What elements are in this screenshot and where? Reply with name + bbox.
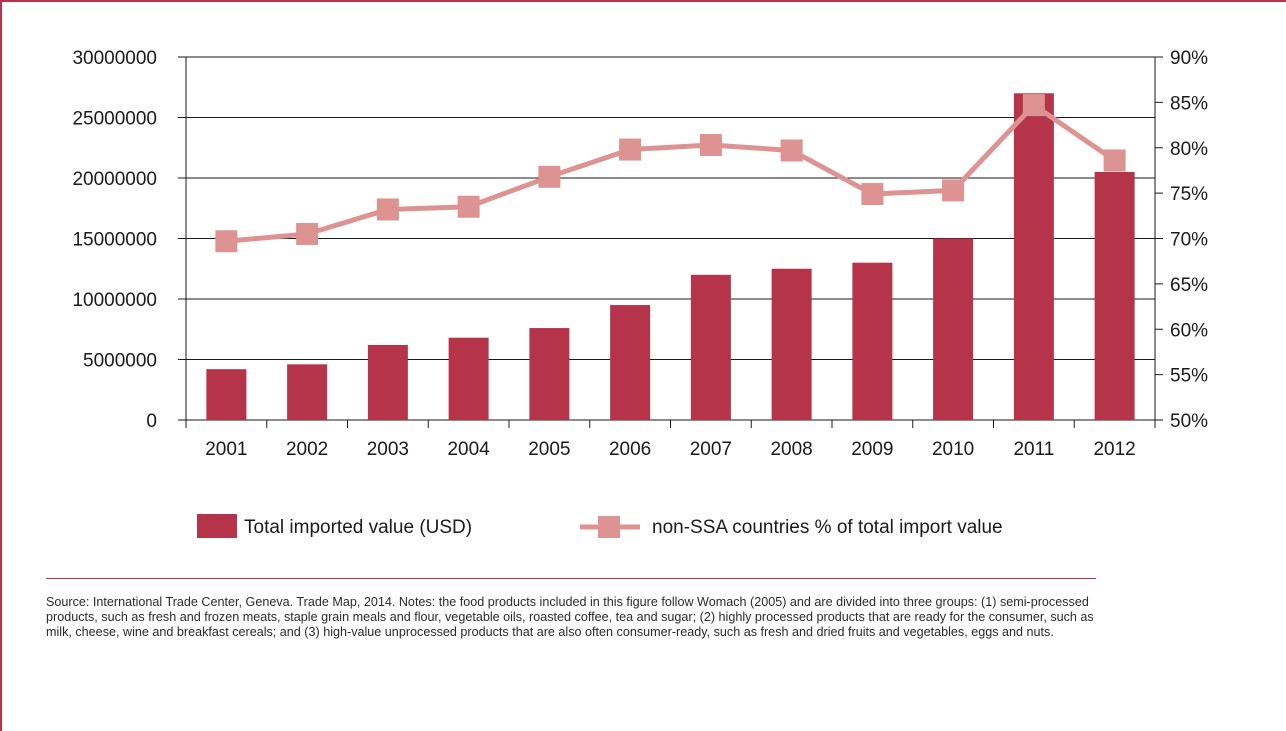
x-tick-label: 2012 — [1093, 439, 1135, 460]
bar — [449, 338, 489, 420]
y-left-tick-label: 0 — [146, 411, 157, 432]
line-marker — [861, 183, 883, 205]
line-marker — [458, 196, 480, 218]
bar — [206, 369, 246, 420]
y-right-tick-label: 65% — [1170, 275, 1208, 296]
x-tick-label: 2011 — [1013, 439, 1054, 460]
x-tick-label: 2009 — [851, 439, 893, 460]
y-left-tick-label: 25000000 — [72, 109, 157, 130]
legend-swatch-bar — [197, 514, 237, 538]
y-right-tick-label: 60% — [1170, 320, 1208, 341]
x-tick-label: 2001 — [205, 439, 247, 460]
x-tick-label: 2003 — [367, 439, 409, 460]
y-right-tick-label: 85% — [1170, 93, 1208, 114]
x-tick-label: 2005 — [528, 439, 570, 460]
y-left-tick-label: 30000000 — [72, 48, 157, 69]
bar — [287, 364, 327, 420]
bar — [852, 263, 892, 420]
legend-label-line: non-SSA countries % of total import valu… — [652, 517, 1003, 538]
y-left-tick-label: 15000000 — [72, 230, 157, 251]
bar — [529, 328, 569, 420]
legend-swatch-marker — [598, 516, 620, 538]
bar — [691, 275, 731, 420]
x-tick-label: 2002 — [286, 439, 328, 460]
line-marker — [1023, 94, 1045, 116]
divider — [46, 578, 1096, 579]
line-marker — [619, 139, 641, 161]
line-marker — [538, 166, 560, 188]
y-right-tick-label: 80% — [1170, 139, 1208, 160]
bar — [1014, 93, 1054, 420]
bar — [772, 269, 812, 420]
bar — [933, 239, 973, 421]
x-tick-label: 2007 — [690, 439, 732, 460]
y-left-tick-label: 20000000 — [72, 169, 157, 190]
x-tick-label: 2008 — [770, 439, 812, 460]
bar — [1095, 172, 1135, 420]
line-marker — [942, 179, 964, 201]
legend-label-bar: Total imported value (USD) — [244, 517, 472, 538]
gridlines — [186, 57, 1155, 360]
y-right-tick-label: 75% — [1170, 184, 1208, 205]
source-note: Source: International Trade Center, Gene… — [46, 595, 1106, 641]
series-line — [226, 105, 1114, 241]
line-marker — [296, 223, 318, 245]
y-left-tick-label: 10000000 — [72, 290, 157, 311]
bar — [368, 345, 408, 420]
y-left-tick-label: 5000000 — [83, 351, 157, 372]
bar — [610, 305, 650, 420]
x-tick-label: 2010 — [932, 439, 974, 460]
legend: Total imported value (USD) non-SSA count… — [197, 514, 1003, 538]
line-marker — [215, 230, 237, 252]
y-right-tick-label: 70% — [1170, 230, 1208, 251]
y-right-tick-label: 55% — [1170, 366, 1208, 387]
line-marker — [377, 198, 399, 220]
y-right-tick-label: 90% — [1170, 48, 1208, 69]
x-tick-label: 2004 — [447, 439, 490, 460]
combo-chart: 0 5000000 10000000 15000000 20000000 25000000… — [0, 0, 1286, 570]
y-right-tick-label: 50% — [1170, 411, 1208, 432]
line-marker — [1104, 149, 1126, 171]
line-marker — [700, 134, 722, 156]
x-tick-label: 2006 — [609, 439, 651, 460]
line-marker — [781, 139, 803, 161]
